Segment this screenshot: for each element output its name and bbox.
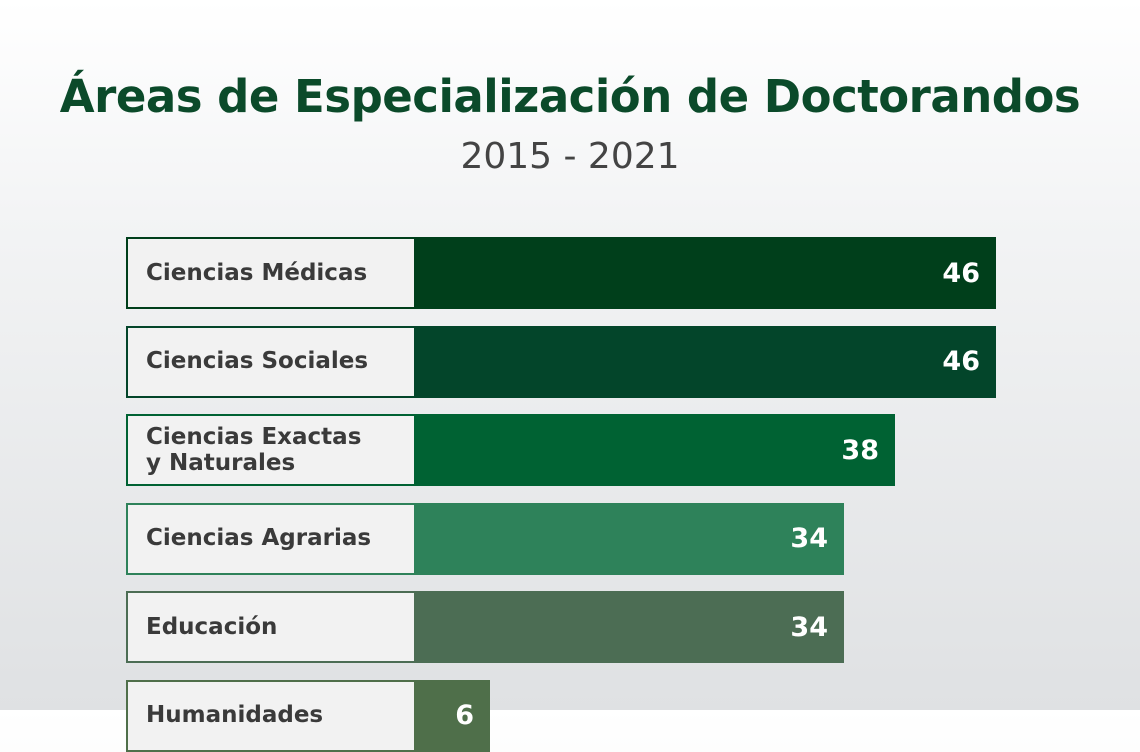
- bar: 46: [414, 325, 996, 398]
- category-label-box: Ciencias Exactas y Naturales: [126, 414, 414, 486]
- category-label: Ciencias Médicas: [146, 259, 368, 286]
- category-label: Ciencias Agrarias: [146, 525, 372, 552]
- bar-value-label: 46: [942, 346, 980, 377]
- category-label: Educación: [146, 613, 278, 640]
- category-label-box: Ciencias Sociales: [126, 325, 414, 398]
- bar-value-label: 38: [841, 434, 879, 466]
- bar-chart: Ciencias Médicas 46 Ciencias Sociales 46 Cie…: [126, 237, 996, 752]
- bar: 6: [414, 679, 490, 752]
- bar: 46: [414, 237, 996, 309]
- bar-value-label: 34: [790, 523, 828, 554]
- category-label: Ciencias Sociales: [146, 348, 369, 375]
- category-label-box: Humanidades: [126, 679, 414, 752]
- bar-value-label: 6: [455, 700, 474, 731]
- bar: 34: [414, 502, 844, 575]
- chart-subtitle: 2015 - 2021: [460, 136, 680, 177]
- category-label-box: Ciencias Agrarias: [126, 502, 414, 575]
- bar: 34: [414, 591, 844, 663]
- bar-value-label: 34: [790, 611, 828, 643]
- chart-title: Áreas de Especialización de Doctorandos: [59, 70, 1081, 123]
- category-label-box: Ciencias Médicas: [126, 237, 414, 309]
- category-label-box: Educación: [126, 591, 414, 663]
- bar-value-label: 46: [942, 257, 980, 289]
- bar: 38: [414, 414, 895, 486]
- category-label: Humanidades: [146, 702, 324, 729]
- category-label: Ciencias Exactas y Naturales: [146, 423, 362, 476]
